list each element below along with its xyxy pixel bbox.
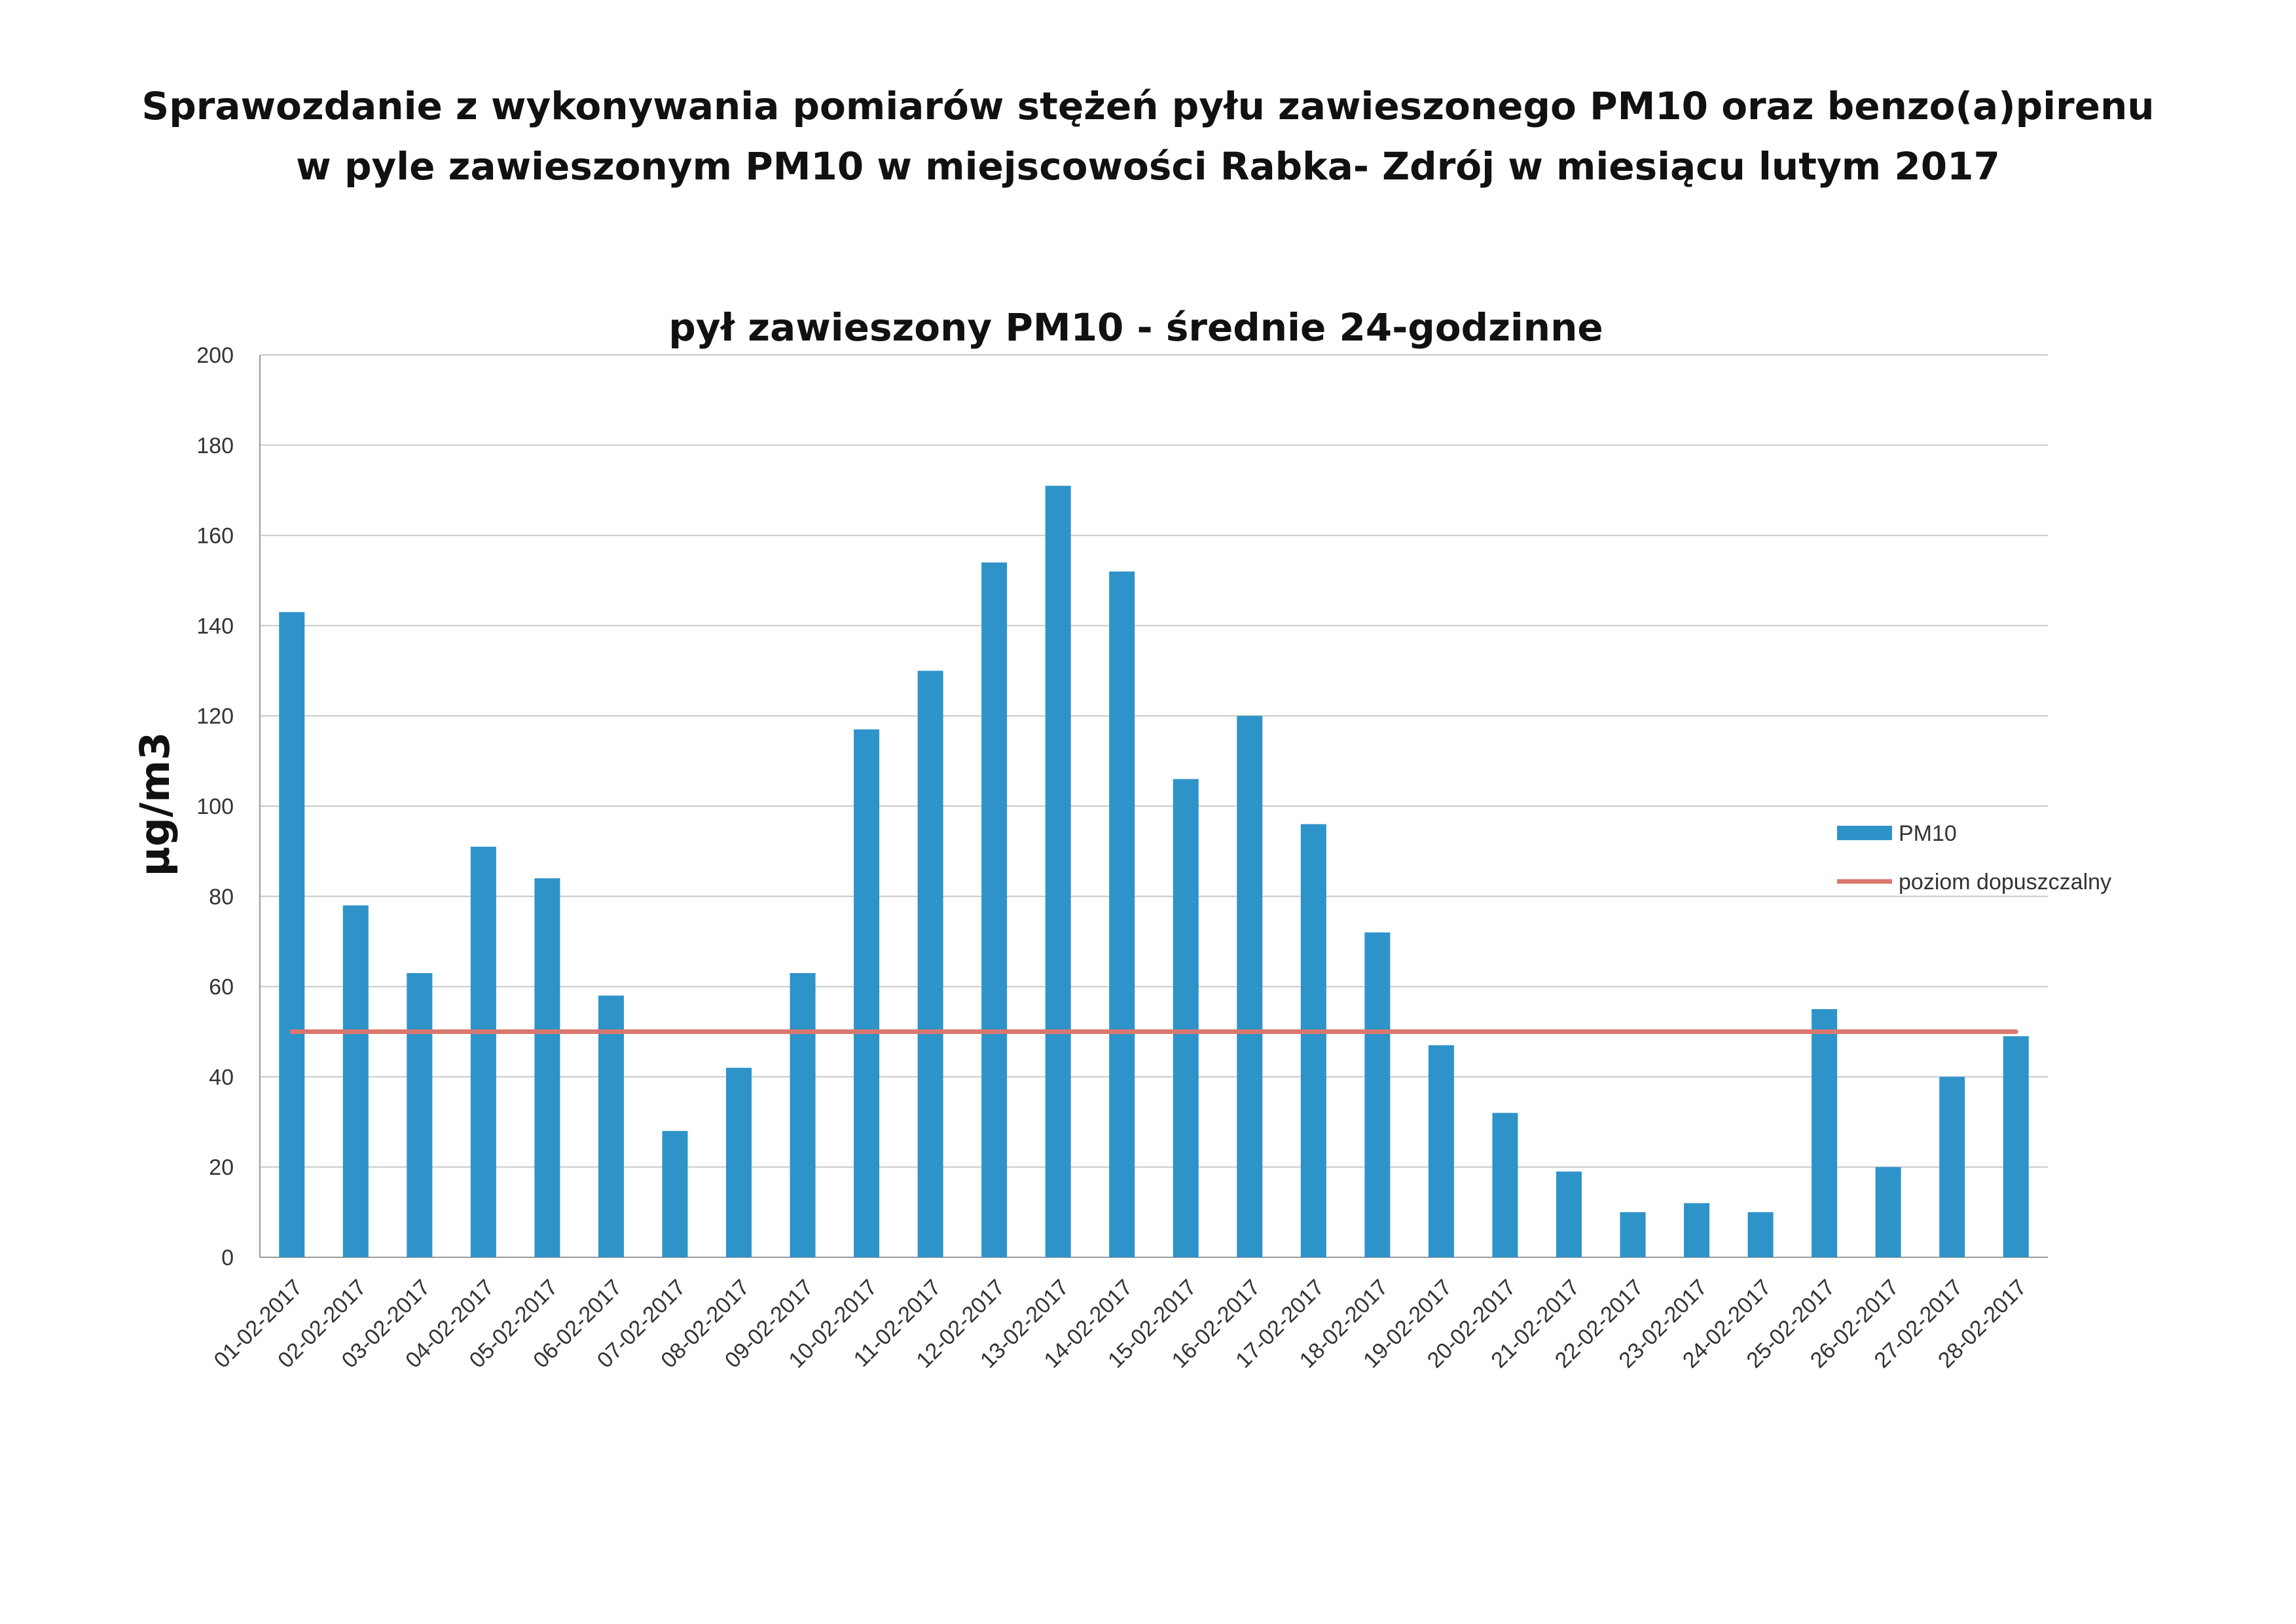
pm10-bar-08-02-2017: [726, 1067, 752, 1257]
pm10-bar-06-02-2017: [598, 995, 624, 1257]
pm10-bar-16-02-2017: [1237, 716, 1263, 1257]
y-tick-label: 160: [196, 524, 234, 549]
pm10-bar-19-02-2017: [1428, 1045, 1454, 1257]
y-tick-label: 100: [196, 794, 234, 819]
pm10-bar-21-02-2017: [1556, 1172, 1582, 1257]
pm10-bar-17-02-2017: [1300, 824, 1326, 1257]
pm10-bar-13-02-2017: [1045, 485, 1071, 1257]
document-title-line-1: Sprawozdanie z wykonywania pomiarów stęż…: [141, 84, 2155, 128]
y-tick-label: 80: [209, 885, 234, 910]
y-axis-title: µg/m3: [131, 732, 179, 876]
y-tick-label: 40: [209, 1065, 234, 1090]
pm10-bar-04-02-2017: [470, 847, 496, 1257]
pm10-bar-05-02-2017: [534, 878, 560, 1257]
pm10-bar-18-02-2017: [1364, 932, 1391, 1257]
legend: PM10 poziom dopuszczalny: [1837, 821, 2111, 895]
legend-swatch-pm10: [1837, 826, 1892, 840]
y-tick-label: 0: [221, 1246, 234, 1270]
y-tick-label: 180: [196, 434, 234, 458]
pm10-bar-03-02-2017: [407, 972, 433, 1257]
pm10-bar-14-02-2017: [1109, 571, 1135, 1257]
document-title-line-2: w pyle zawieszonym PM10 w miejscowości R…: [296, 144, 2000, 189]
pm10-bar-26-02-2017: [1875, 1167, 1901, 1257]
pm10-bar-10-02-2017: [854, 729, 880, 1257]
pm10-bar-28-02-2017: [2003, 1036, 2029, 1257]
pm10-bar-02-02-2017: [342, 905, 369, 1257]
pm10-bar-12-02-2017: [981, 562, 1008, 1258]
pm10-bar-09-02-2017: [790, 972, 816, 1257]
pm10-bar-07-02-2017: [662, 1131, 688, 1257]
y-tick-label: 20: [209, 1155, 234, 1180]
legend-label-pm10: PM10: [1899, 821, 1957, 846]
pm10-bar-27-02-2017: [1939, 1077, 1965, 1257]
pm10-bar-01-02-2017: [279, 612, 305, 1257]
pm10-bar-23-02-2017: [1684, 1203, 1710, 1257]
legend-label-limit: poziom dopuszczalny: [1899, 870, 2111, 895]
pm10-bar-15-02-2017: [1173, 779, 1199, 1257]
pm10-bar-20-02-2017: [1492, 1113, 1518, 1257]
pm10-bars: [279, 485, 2029, 1258]
y-tick-label: 140: [196, 614, 234, 638]
y-tick-label: 120: [196, 704, 234, 729]
pm10-bar-22-02-2017: [1620, 1212, 1646, 1257]
pm10-bar-11-02-2017: [917, 671, 943, 1257]
pm10-bar-24-02-2017: [1747, 1212, 1774, 1257]
gridlines: [260, 354, 2048, 1168]
y-tick-label: 200: [196, 343, 234, 368]
x-tick-labels: 01-02-201702-02-201703-02-201704-02-2017…: [210, 1275, 2032, 1373]
pm10-bar-25-02-2017: [1812, 1009, 1838, 1257]
y-tick-labels: 0 20 40 60 80 100 120 140 160 180 200: [196, 343, 234, 1270]
y-tick-label: 60: [209, 975, 234, 1000]
chart-title: pył zawieszony PM10 - średnie 24-godzinn…: [668, 305, 1603, 350]
